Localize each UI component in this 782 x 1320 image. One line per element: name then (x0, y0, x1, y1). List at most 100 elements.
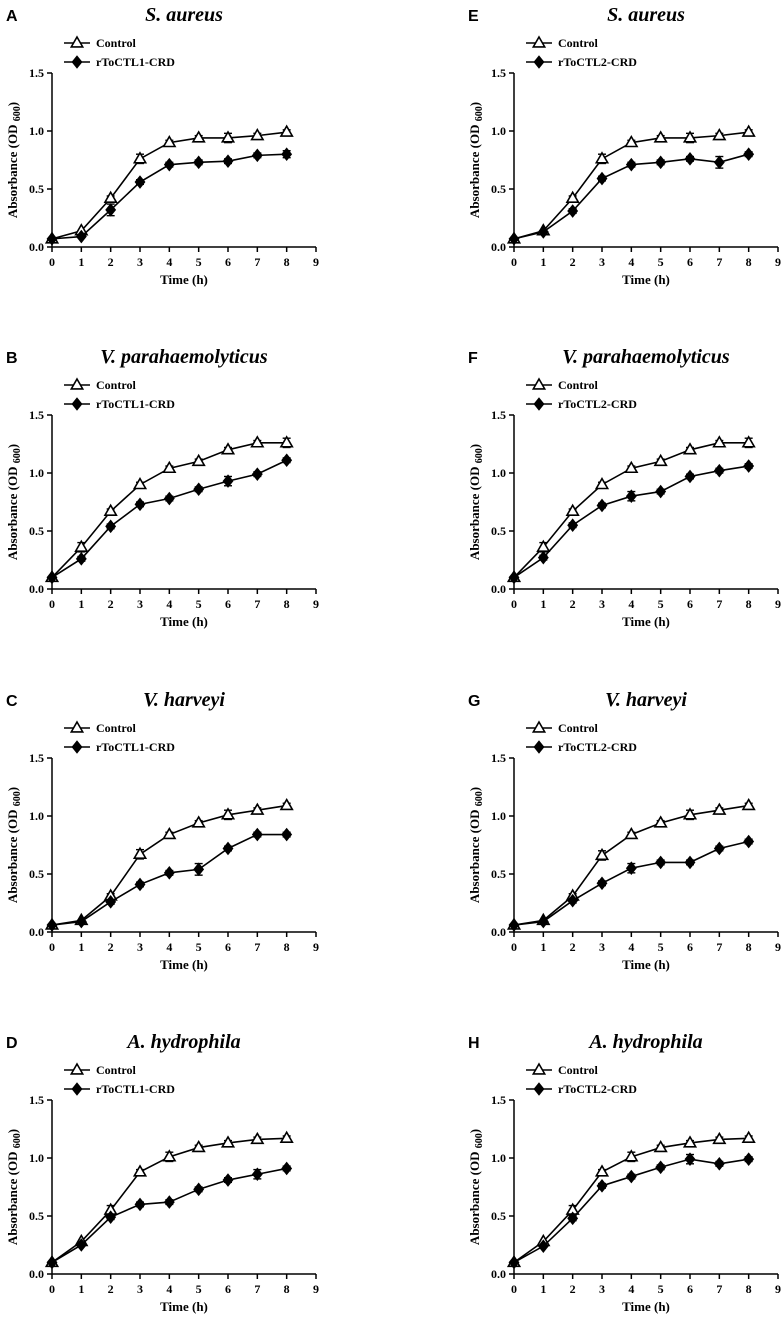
x-tick-label: 7 (254, 940, 260, 954)
y-axis-label-sub: 600 (12, 791, 23, 806)
legend-label: rToCTL1-CRD (96, 397, 175, 411)
legend-marker-treatment (71, 397, 83, 411)
x-tick-label: 8 (746, 940, 752, 954)
x-tick-label: 5 (196, 1282, 202, 1296)
data-point-control (279, 435, 294, 448)
series-line-1 (51, 459, 288, 579)
data-point-control (220, 1135, 236, 1148)
panel-letter: E (468, 8, 479, 25)
y-axis-label-main: Absorbance (OD (467, 463, 482, 560)
data-point-treatment (508, 918, 520, 932)
x-tick-label: 2 (108, 1282, 114, 1296)
data-point-control (220, 807, 236, 820)
y-axis-label-main: Absorbance (OD (467, 121, 482, 218)
y-axis-label-main: Absorbance (OD (5, 463, 20, 560)
legend-marker-control (69, 720, 85, 733)
data-point-control (162, 134, 177, 148)
data-point-control (103, 503, 118, 516)
data-point-control (682, 807, 698, 820)
x-tick-label: 5 (658, 1282, 664, 1296)
data-point-control (103, 190, 118, 203)
data-point-treatment (46, 232, 58, 246)
legend-marker-control (531, 377, 547, 390)
x-tick-label: 9 (775, 1282, 781, 1296)
data-point-control (191, 453, 206, 467)
y-axis-label: Absorbance (OD 600) (467, 1129, 485, 1245)
data-point-treatment (625, 157, 637, 172)
data-point-treatment (281, 1161, 293, 1176)
data-point-treatment (75, 552, 87, 566)
chart-title: V. parahaemolyticus (562, 346, 730, 368)
data-point-control (594, 151, 610, 164)
data-point-control (250, 435, 265, 448)
x-tick-label: 7 (716, 1282, 722, 1296)
legend-marker-treatment (71, 1082, 83, 1096)
y-tick-label: 0.0 (491, 925, 506, 939)
x-tick-label: 8 (284, 597, 290, 611)
legend-label: rToCTL1-CRD (96, 1082, 175, 1096)
legend-label: rToCTL1-CRD (96, 55, 175, 69)
data-point-treatment (567, 204, 579, 218)
data-point-treatment (222, 474, 234, 488)
x-tick-label: 0 (511, 597, 517, 611)
legend-marker-control (69, 377, 85, 390)
x-tick-label: 0 (49, 255, 55, 269)
x-tick-label: 2 (108, 255, 114, 269)
x-tick-label: 4 (166, 255, 172, 269)
data-point-treatment (655, 1160, 667, 1175)
x-tick-label: 6 (687, 1282, 693, 1296)
data-point-control (741, 435, 756, 448)
data-point-control (250, 128, 265, 141)
data-point-treatment (625, 861, 637, 876)
data-point-control (162, 1149, 177, 1162)
x-axis-label: Time (h) (160, 614, 208, 629)
x-axis-label: Time (h) (622, 614, 670, 629)
data-point-treatment (713, 841, 725, 856)
data-point-treatment (281, 147, 293, 162)
x-tick-label: 9 (313, 940, 319, 954)
x-tick-label: 5 (196, 255, 202, 269)
y-axis-label: Absorbance (OD 600) (5, 1129, 23, 1245)
x-tick-label: 3 (137, 597, 143, 611)
data-point-treatment (567, 1211, 579, 1226)
panel-letter: F (468, 350, 478, 367)
data-point-treatment (713, 155, 725, 170)
chart-panel-F: F V. parahaemolyticus 0.0 0.5 1.0 1.5 0 1 2 3 4 5 6 7… (467, 346, 781, 629)
x-tick-label: 5 (196, 940, 202, 954)
x-tick-label: 1 (78, 940, 84, 954)
data-point-control (220, 130, 236, 143)
chart-panel-A: A S. aureus 0.0 0.5 1.0 1.5 0 1 2 3 4 5 6 7 8 9 Time (h)… (5, 4, 319, 287)
data-point-treatment (508, 570, 520, 585)
x-tick-label: 1 (540, 940, 546, 954)
x-tick-label: 7 (716, 940, 722, 954)
legend-label: Control (96, 378, 136, 392)
data-point-control (162, 460, 177, 474)
y-axis-label: Absorbance (OD 600) (467, 444, 485, 560)
data-point-control (624, 134, 639, 148)
data-point-control (712, 1131, 727, 1145)
y-axis-label: Absorbance (OD 600) (5, 787, 23, 903)
panel-letter: C (6, 693, 18, 710)
y-axis-label-close: ) (5, 787, 20, 791)
data-point-control (279, 1130, 294, 1143)
y-tick-label: 1.5 (29, 751, 44, 765)
y-axis-label-close: ) (5, 102, 20, 106)
x-tick-label: 1 (78, 255, 84, 269)
legend-label: Control (558, 378, 598, 392)
data-point-treatment (46, 1255, 58, 1270)
y-tick-label: 1.5 (29, 66, 44, 80)
x-tick-label: 6 (687, 940, 693, 954)
y-axis-label: Absorbance (OD 600) (5, 102, 23, 218)
y-axis-label-close: ) (467, 102, 482, 106)
data-point-treatment (743, 147, 755, 162)
y-tick-label: 1.0 (491, 466, 506, 480)
chart-panel-B: B V. parahaemolyticus 0.0 0.5 1.0 1.5 0 1 2 3 4 5 6 7… (5, 346, 319, 629)
series-line-1 (51, 1167, 287, 1264)
data-point-treatment (655, 155, 667, 170)
y-axis-label-close: ) (467, 444, 482, 448)
y-tick-label: 1.0 (29, 809, 44, 823)
legend-marker-control (69, 35, 85, 48)
data-point-control (624, 826, 639, 840)
panel-letter: B (6, 350, 18, 367)
